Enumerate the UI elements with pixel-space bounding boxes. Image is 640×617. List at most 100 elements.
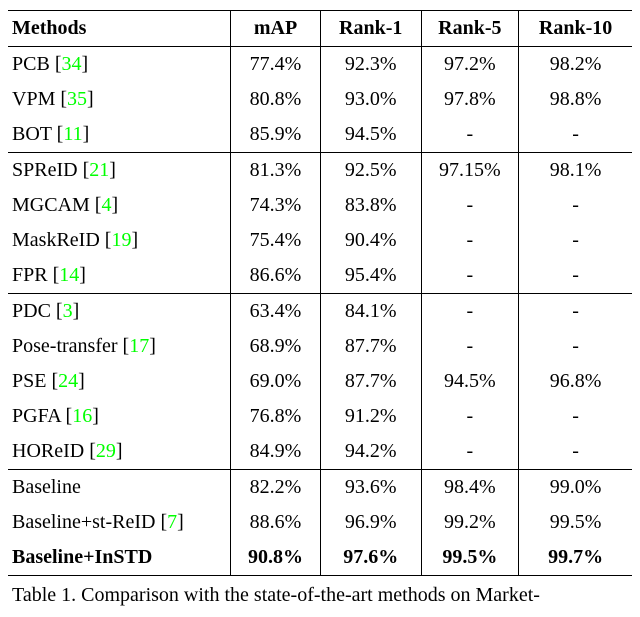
value-cell: 90.4% xyxy=(320,223,421,258)
value-cell: 94.5% xyxy=(421,364,519,399)
value-cell: 91.2% xyxy=(320,399,421,434)
method-cell: Baseline xyxy=(8,470,231,506)
table-caption: Table 1. Comparison with the state-of-th… xyxy=(8,584,632,607)
method-name: MaskReID xyxy=(12,229,100,251)
table-row: FPR [14]86.6%95.4%-- xyxy=(8,258,632,294)
method-cell: FPR [14] xyxy=(8,258,231,294)
value-cell: 86.6% xyxy=(231,258,321,294)
value-cell: 99.5% xyxy=(519,505,632,540)
table-row: BOT [11]85.9%94.5%-- xyxy=(8,117,632,153)
citation-link[interactable]: 29 xyxy=(96,440,116,462)
citation-link[interactable]: 21 xyxy=(89,159,109,181)
table-row: VPM [35]80.8%93.0%97.8%98.8% xyxy=(8,82,632,117)
value-cell: 94.5% xyxy=(320,117,421,153)
method-cell: VPM [35] xyxy=(8,82,231,117)
citation-link[interactable]: 16 xyxy=(72,405,92,427)
col-header: Rank-5 xyxy=(421,11,519,47)
value-cell: - xyxy=(519,188,632,223)
method-name: PGFA xyxy=(12,405,61,427)
method-cell: MaskReID [19] xyxy=(8,223,231,258)
method-name: HOReID xyxy=(12,440,84,462)
method-name: Baseline xyxy=(12,476,81,498)
citation-link[interactable]: 3 xyxy=(63,300,73,322)
citation-link[interactable]: 34 xyxy=(61,53,81,75)
value-cell: 99.5% xyxy=(421,540,519,576)
method-name: Baseline+InSTD xyxy=(12,546,152,568)
citation-link[interactable]: 4 xyxy=(101,194,111,216)
caption-text: Comparison with the state-of-the-art met… xyxy=(76,584,540,606)
table-row: SPReID [21]81.3%92.5%97.15%98.1% xyxy=(8,153,632,189)
value-cell: 93.6% xyxy=(320,470,421,506)
table-row: Baseline+InSTD 90.8%97.6%99.5%99.7% xyxy=(8,540,632,576)
method-name: PCB xyxy=(12,53,50,75)
method-cell: PGFA [16] xyxy=(8,399,231,434)
col-header: Rank-1 xyxy=(320,11,421,47)
value-cell: 96.9% xyxy=(320,505,421,540)
value-cell: - xyxy=(421,329,519,364)
table-row: PGFA [16]76.8%91.2%-- xyxy=(8,399,632,434)
value-cell: - xyxy=(519,294,632,330)
method-cell: PSE [24] xyxy=(8,364,231,399)
value-cell: 98.8% xyxy=(519,82,632,117)
value-cell: 81.3% xyxy=(231,153,321,189)
value-cell: 98.1% xyxy=(519,153,632,189)
col-header: Rank-10 xyxy=(519,11,632,47)
citation-link[interactable]: 24 xyxy=(58,370,78,392)
col-header: Methods xyxy=(8,11,231,47)
method-name: BOT xyxy=(12,123,52,145)
value-cell: - xyxy=(519,117,632,153)
method-name: SPReID xyxy=(12,159,78,181)
value-cell: 77.4% xyxy=(231,47,321,83)
value-cell: - xyxy=(519,434,632,470)
value-cell: 75.4% xyxy=(231,223,321,258)
citation-link[interactable]: 11 xyxy=(63,123,82,145)
value-cell: 63.4% xyxy=(231,294,321,330)
results-table: MethodsmAPRank-1Rank-5Rank-10 PCB [34]77… xyxy=(8,10,632,576)
method-cell: BOT [11] xyxy=(8,117,231,153)
value-cell: 94.2% xyxy=(320,434,421,470)
value-cell: 97.8% xyxy=(421,82,519,117)
value-cell: 97.6% xyxy=(320,540,421,576)
value-cell: 98.2% xyxy=(519,47,632,83)
value-cell: 76.8% xyxy=(231,399,321,434)
value-cell: 87.7% xyxy=(320,329,421,364)
value-cell: 84.9% xyxy=(231,434,321,470)
table-row: Baseline82.2%93.6%98.4%99.0% xyxy=(8,470,632,506)
table-row: Pose-transfer [17]68.9%87.7%-- xyxy=(8,329,632,364)
value-cell: - xyxy=(421,223,519,258)
table-row: PCB [34]77.4%92.3%97.2%98.2% xyxy=(8,47,632,83)
caption-label: Table 1. xyxy=(12,584,76,606)
citation-link[interactable]: 19 xyxy=(111,229,131,251)
method-cell: MGCAM [4] xyxy=(8,188,231,223)
citation-link[interactable]: 14 xyxy=(59,264,79,286)
value-cell: 99.2% xyxy=(421,505,519,540)
citation-link[interactable]: 7 xyxy=(167,511,177,533)
value-cell: 90.8% xyxy=(231,540,321,576)
value-cell: 97.15% xyxy=(421,153,519,189)
table-row: Baseline+st-ReID [7]88.6%96.9%99.2%99.5% xyxy=(8,505,632,540)
table-row: HOReID [29]84.9%94.2%-- xyxy=(8,434,632,470)
table-row: PDC [3]63.4%84.1%-- xyxy=(8,294,632,330)
method-cell: Baseline+InSTD xyxy=(8,540,231,576)
value-cell: 85.9% xyxy=(231,117,321,153)
value-cell: 88.6% xyxy=(231,505,321,540)
value-cell: - xyxy=(519,329,632,364)
value-cell: - xyxy=(421,117,519,153)
value-cell: 74.3% xyxy=(231,188,321,223)
value-cell: - xyxy=(519,399,632,434)
value-cell: 92.3% xyxy=(320,47,421,83)
method-cell: PCB [34] xyxy=(8,47,231,83)
citation-link[interactable]: 35 xyxy=(67,88,87,110)
method-name: VPM xyxy=(12,88,55,110)
table-row: MGCAM [4]74.3%83.8%-- xyxy=(8,188,632,223)
table-row: PSE [24]69.0%87.7%94.5%96.8% xyxy=(8,364,632,399)
method-cell: Baseline+st-ReID [7] xyxy=(8,505,231,540)
value-cell: 99.7% xyxy=(519,540,632,576)
value-cell: 87.7% xyxy=(320,364,421,399)
citation-link[interactable]: 17 xyxy=(129,335,149,357)
value-cell: 95.4% xyxy=(320,258,421,294)
method-name: Baseline+st-ReID xyxy=(12,511,155,533)
value-cell: 98.4% xyxy=(421,470,519,506)
value-cell: 84.1% xyxy=(320,294,421,330)
value-cell: - xyxy=(421,294,519,330)
